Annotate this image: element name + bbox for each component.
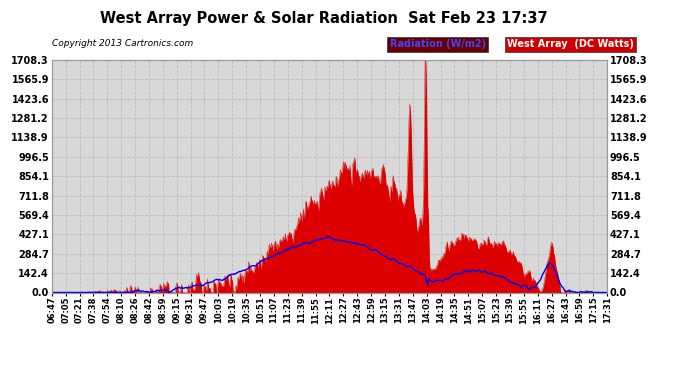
Text: West Array Power & Solar Radiation  Sat Feb 23 17:37: West Array Power & Solar Radiation Sat F… [101, 11, 548, 26]
Text: West Array  (DC Watts): West Array (DC Watts) [507, 39, 634, 50]
Text: Copyright 2013 Cartronics.com: Copyright 2013 Cartronics.com [52, 39, 193, 48]
Text: Radiation (W/m2): Radiation (W/m2) [390, 39, 486, 50]
